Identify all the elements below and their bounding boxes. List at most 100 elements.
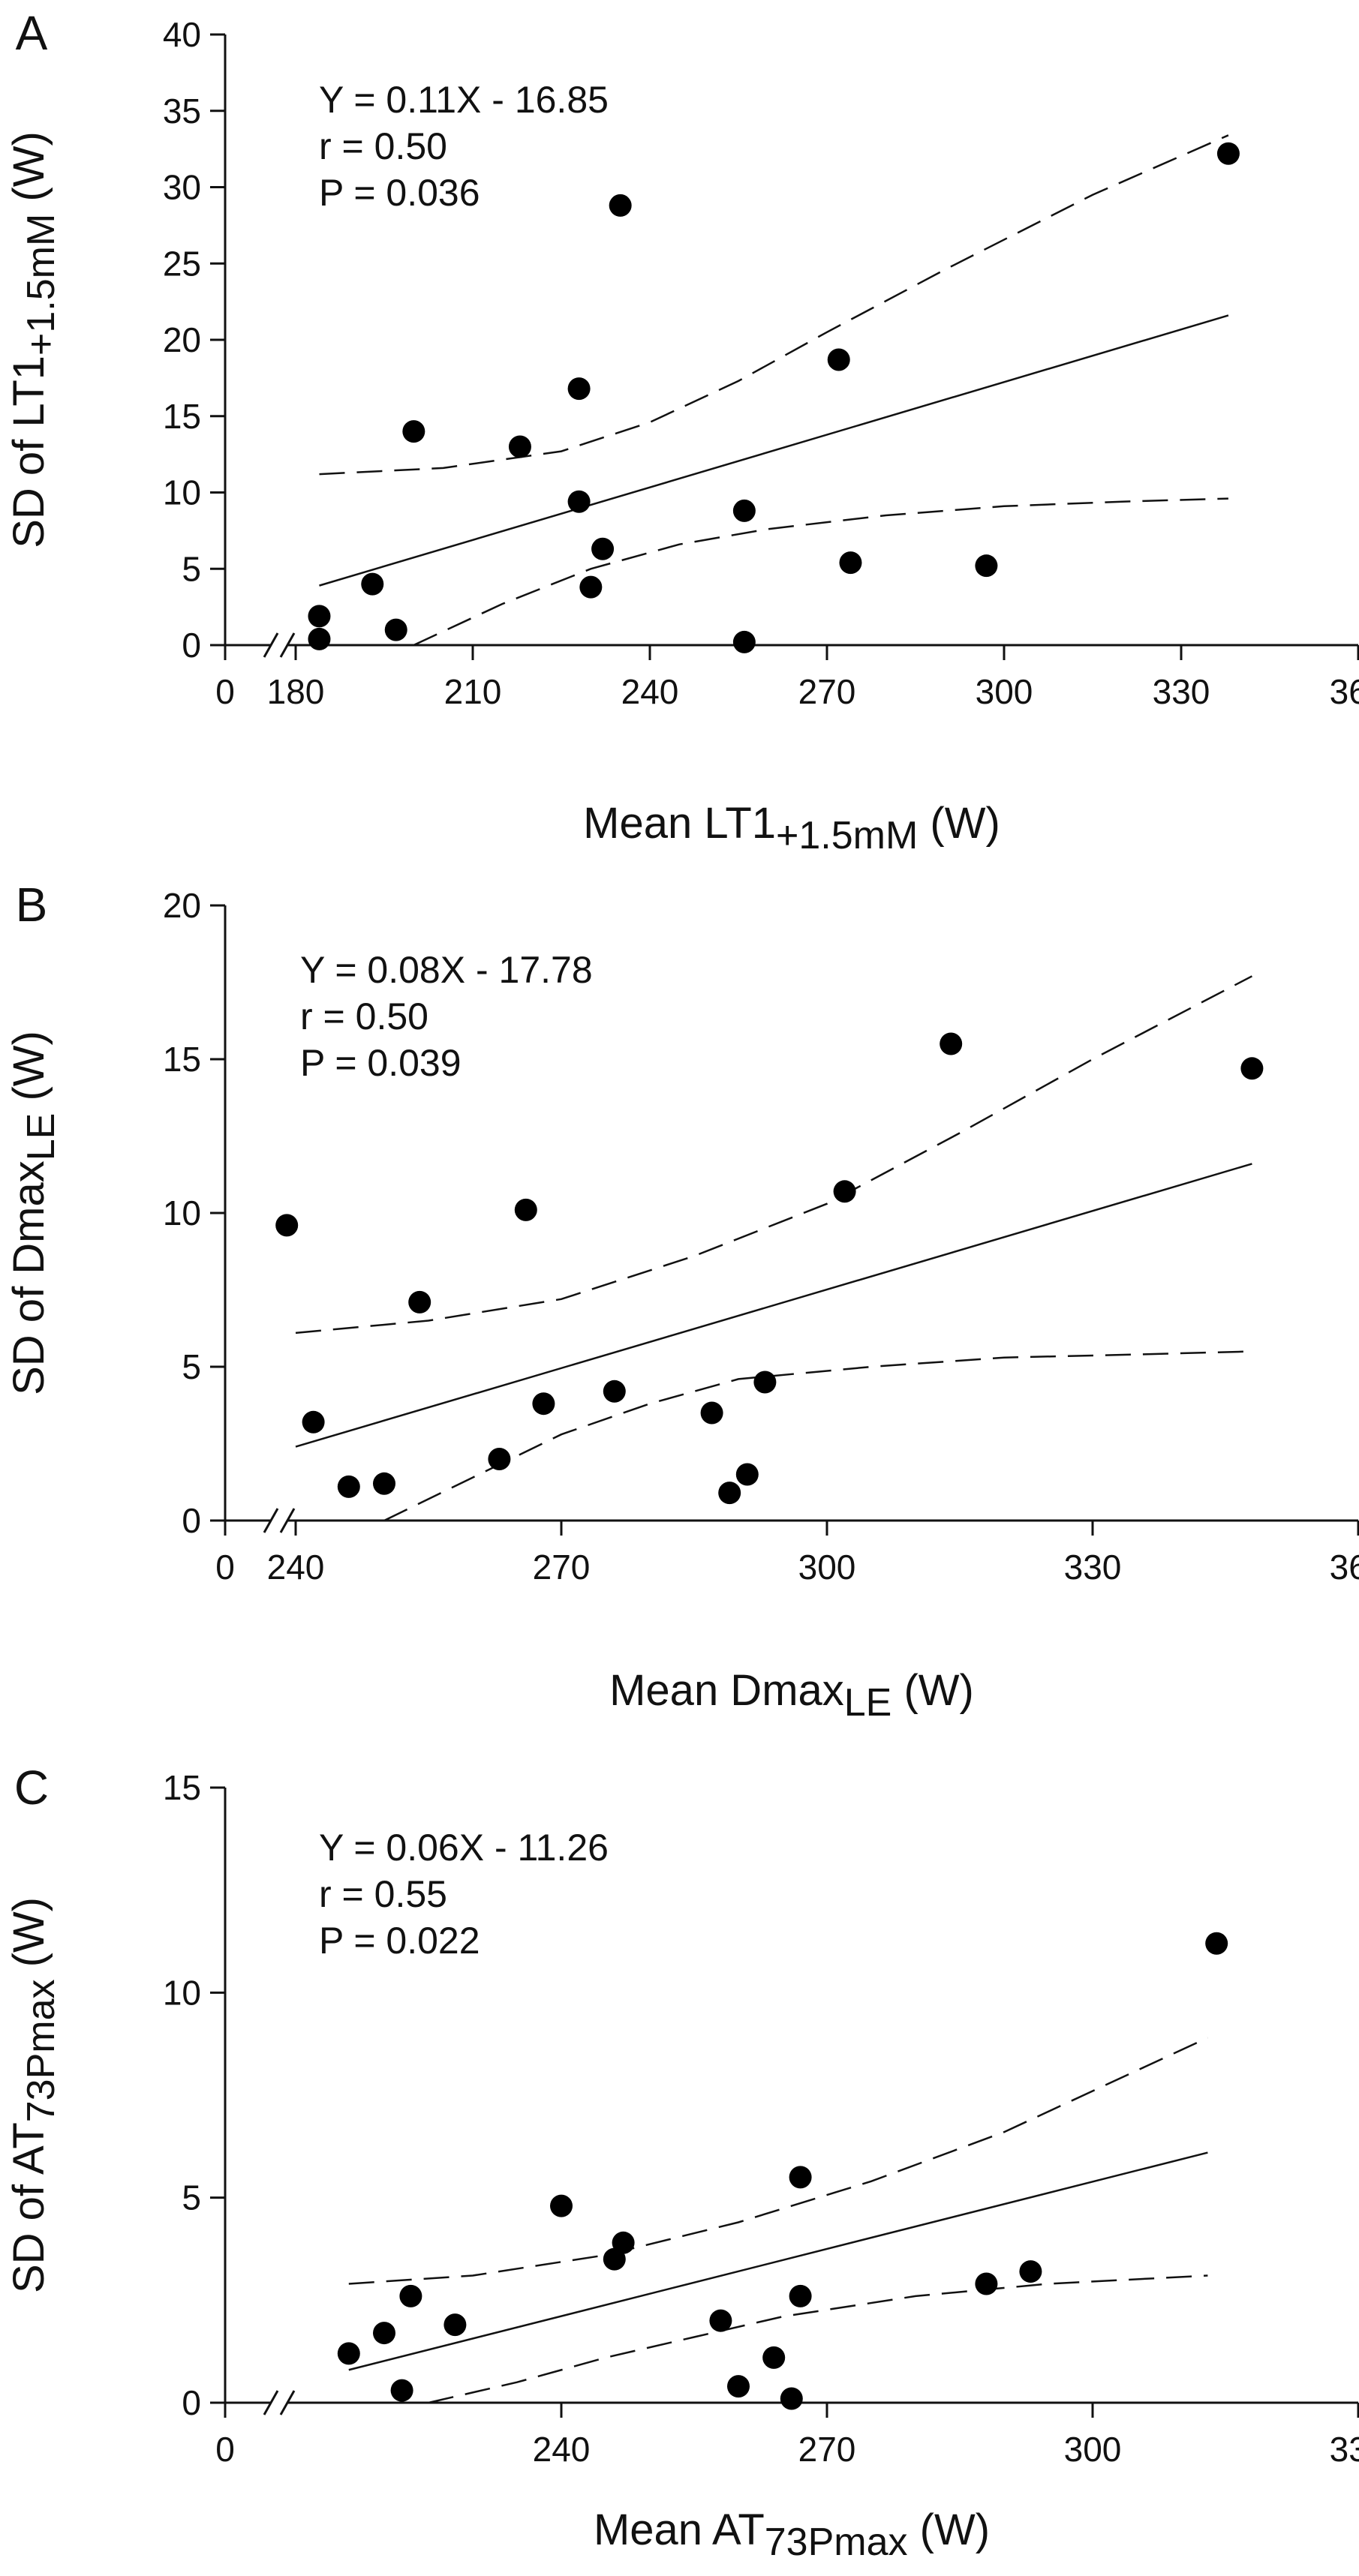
y-tick-label: 10 xyxy=(163,473,201,512)
x-tick-label: 240 xyxy=(267,1548,325,1587)
y-tick-label: 5 xyxy=(182,549,201,588)
x-tick-label: 270 xyxy=(533,1548,591,1587)
data-point xyxy=(753,1371,777,1394)
x-axis-title-suffix: (W) xyxy=(891,1666,974,1715)
ci-upper-band xyxy=(295,975,1252,1335)
y-axis-title-suffix: (W) xyxy=(5,131,53,214)
x-tick-label: 240 xyxy=(621,672,679,711)
data-point xyxy=(780,2387,803,2410)
y-axis-title-sub: LE xyxy=(20,1113,63,1161)
regression-annotation: P = 0.036 xyxy=(319,172,480,214)
data-point xyxy=(399,2284,422,2307)
y-tick-label: 0 xyxy=(182,1501,201,1540)
data-point xyxy=(384,618,407,641)
data-point xyxy=(567,490,591,513)
ci-lower-band xyxy=(428,2274,1208,2404)
y-tick-label: 35 xyxy=(163,92,201,131)
data-point xyxy=(700,1401,723,1425)
data-point xyxy=(709,2309,732,2332)
data-point xyxy=(532,1392,555,1416)
regression-line xyxy=(319,314,1229,587)
regression-line xyxy=(295,1163,1252,1448)
data-point xyxy=(443,2313,467,2337)
data-point xyxy=(514,1198,537,1221)
data-point xyxy=(373,2322,395,2345)
y-tick-label: 15 xyxy=(163,397,201,436)
data-point xyxy=(550,2194,573,2217)
data-point xyxy=(1019,2260,1042,2283)
data-point xyxy=(789,2166,812,2189)
data-point xyxy=(839,551,862,575)
data-point xyxy=(762,2346,786,2369)
x-axis-title-main: Mean LT1 xyxy=(583,799,776,848)
regression-annotation: Y = 0.08X - 17.78 xyxy=(300,949,593,991)
data-point xyxy=(302,1410,325,1434)
data-point xyxy=(827,348,850,371)
x-tick-label: 300 xyxy=(1064,2430,1122,2469)
y-tick-label: 15 xyxy=(163,1040,201,1079)
data-point xyxy=(727,2375,750,2398)
x-tick-label: 240 xyxy=(533,2430,591,2469)
y-axis-title-suffix: (W) xyxy=(5,1031,53,1113)
data-point xyxy=(940,1032,963,1055)
x-tick-label: 270 xyxy=(798,2430,856,2469)
x-tick-label: 300 xyxy=(798,1548,856,1587)
data-point xyxy=(833,1180,856,1203)
data-point xyxy=(1240,1057,1264,1080)
x-tick-label: 0 xyxy=(215,2430,235,2469)
y-tick-label: 10 xyxy=(163,1973,201,2012)
x-axis-title: Mean LT1+1.5mM (W) xyxy=(583,799,1000,857)
data-point xyxy=(408,1290,431,1314)
data-point xyxy=(275,1214,299,1237)
x-tick-label: 0 xyxy=(215,1548,235,1587)
x-tick-label: 300 xyxy=(976,672,1033,711)
data-point xyxy=(373,1472,395,1495)
y-axis-title-main: SD of AT xyxy=(5,2122,53,2293)
data-point xyxy=(603,1380,626,1403)
regression-annotation: r = 0.50 xyxy=(300,995,428,1037)
ci-lower-band xyxy=(413,497,1228,647)
x-tick-label: 330 xyxy=(1064,1548,1122,1587)
data-point xyxy=(579,575,603,599)
x-axis-title-sub: +1.5mM xyxy=(776,814,918,857)
panel-letter: C xyxy=(14,1761,49,1815)
y-axis-title: SD of AT73Pmax (W) xyxy=(5,1897,63,2293)
y-tick-label: 15 xyxy=(163,1768,201,1807)
ci-upper-band xyxy=(348,2037,1208,2285)
y-axis-title: SD of LT1+1.5mM (W) xyxy=(5,131,63,548)
x-axis-title-main: Mean Dmax xyxy=(609,1666,844,1715)
data-point xyxy=(1205,1932,1228,1955)
y-axis-title-sub: 73Pmax xyxy=(20,1979,63,2122)
y-axis-title-sub: +1.5mM xyxy=(20,214,63,356)
y-tick-label: 5 xyxy=(182,1347,201,1386)
data-point xyxy=(488,1448,511,1470)
regression-annotation: Y = 0.06X - 11.26 xyxy=(319,1827,609,1869)
x-tick-label: 270 xyxy=(798,672,856,711)
x-tick-label: 330 xyxy=(1330,2430,1359,2469)
data-point xyxy=(567,377,591,401)
data-point xyxy=(337,1475,360,1498)
axis-break-mark xyxy=(279,1508,296,1533)
axis-break-mark xyxy=(263,1508,279,1533)
axis-break-mark xyxy=(263,632,279,658)
panel-c: C0510150240270300330Mean AT73Pmax (W)SD … xyxy=(5,1761,1359,2564)
panel-letter: A xyxy=(16,6,48,60)
axis-break-mark xyxy=(279,632,296,658)
x-tick-label: 0 xyxy=(215,672,235,711)
data-point xyxy=(402,420,425,443)
data-point xyxy=(308,605,331,628)
x-axis-title-suffix: (W) xyxy=(908,2505,991,2554)
data-point xyxy=(735,1463,759,1486)
regression-annotation: P = 0.039 xyxy=(300,1042,462,1084)
data-point xyxy=(732,630,756,653)
panel-letter: B xyxy=(16,878,48,932)
y-tick-label: 0 xyxy=(182,626,201,665)
data-point xyxy=(609,194,632,217)
x-axis-title-sub: 73Pmax xyxy=(765,2520,908,2564)
axis-break-mark xyxy=(279,2390,296,2415)
x-tick-label: 180 xyxy=(267,672,325,711)
data-point xyxy=(789,2284,812,2307)
x-tick-label: 360 xyxy=(1330,672,1359,711)
panel-a: A 0 5 10 15 20 25 30 35 40 0 180 210 240 270 300 330 360 M… xyxy=(5,6,1359,857)
y-axis-title-main: SD of Dmax xyxy=(5,1160,53,1395)
